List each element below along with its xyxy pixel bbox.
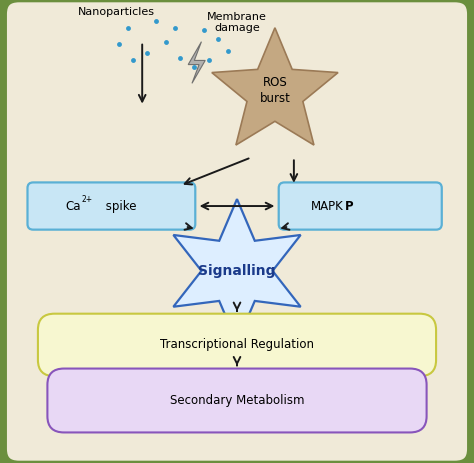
Text: Signalling: Signalling bbox=[198, 264, 276, 278]
Text: Nanoparticles: Nanoparticles bbox=[78, 6, 155, 17]
Polygon shape bbox=[212, 28, 338, 145]
FancyBboxPatch shape bbox=[38, 314, 436, 376]
Text: Transcriptional Regulation: Transcriptional Regulation bbox=[160, 338, 314, 351]
Text: Secondary Metabolism: Secondary Metabolism bbox=[170, 394, 304, 407]
FancyBboxPatch shape bbox=[47, 369, 427, 432]
Text: P: P bbox=[345, 200, 353, 213]
Text: MAPK: MAPK bbox=[311, 200, 344, 213]
Text: ROS
burst: ROS burst bbox=[259, 76, 291, 105]
Text: spike: spike bbox=[102, 200, 137, 213]
Polygon shape bbox=[188, 42, 205, 83]
Polygon shape bbox=[173, 199, 301, 343]
Text: Ca: Ca bbox=[65, 200, 81, 213]
Text: Membrane
damage: Membrane damage bbox=[207, 12, 267, 33]
FancyBboxPatch shape bbox=[27, 182, 195, 230]
Text: 2+: 2+ bbox=[82, 194, 92, 204]
FancyBboxPatch shape bbox=[279, 182, 442, 230]
